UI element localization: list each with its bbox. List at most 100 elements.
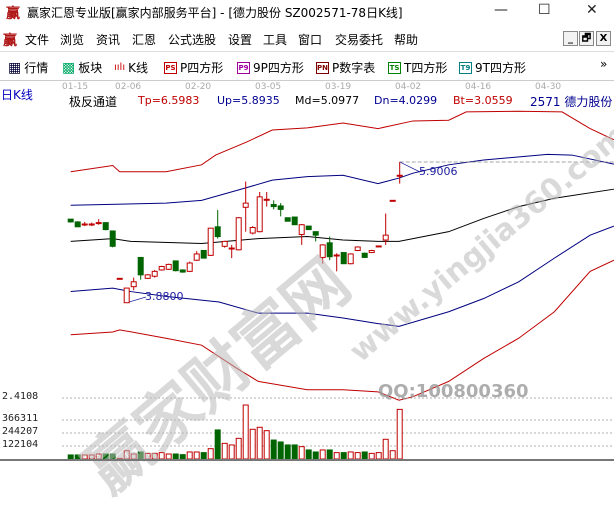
candle-body xyxy=(340,252,347,265)
menu-window[interactable]: 窗口 xyxy=(298,33,323,47)
volume-bar xyxy=(354,452,361,460)
toolbar-9p-square[interactable]: P9 9P四方形 xyxy=(237,59,304,76)
menu-help[interactable]: 帮助 xyxy=(394,33,419,47)
candle-body xyxy=(242,202,249,208)
volume-bar xyxy=(165,453,172,460)
menu-file[interactable]: 文件 xyxy=(25,33,50,47)
candle-body xyxy=(207,227,214,256)
date-tick: 02-06 xyxy=(115,82,142,92)
toolbar-t-square[interactable]: TS T四方形 xyxy=(388,59,447,76)
volume-bar xyxy=(340,452,347,460)
candle-body xyxy=(193,253,200,261)
candle-body xyxy=(326,242,333,258)
candle-body xyxy=(277,205,284,210)
date-tick: 02-20 xyxy=(185,82,212,92)
indicator-name: 极反通道 xyxy=(69,95,118,109)
toolbar-p-square[interactable]: PS P四方形 xyxy=(164,59,223,76)
mdi-close-button[interactable]: X xyxy=(596,31,611,46)
volume-bar xyxy=(284,444,291,460)
menu-settings[interactable]: 设置 xyxy=(228,33,253,47)
close-button[interactable]: ✕ xyxy=(586,2,598,18)
volume-bar xyxy=(375,452,382,460)
volume-bar xyxy=(67,454,74,460)
toolbar-label: K线 xyxy=(128,61,148,75)
menu-trade[interactable]: 交易委托 xyxy=(335,33,384,47)
volume-tick: 122104 xyxy=(2,439,39,450)
band-line-md xyxy=(70,188,614,245)
candle-body xyxy=(200,249,207,259)
date-tick: 01-15 xyxy=(62,82,89,92)
menu-bar: 赢 文件 浏览 资讯 汇恩 公式选股 设置 工具 窗口 交易委托 帮助 _ 🗗 … xyxy=(0,26,614,52)
candle-body xyxy=(144,274,151,279)
menu-browse[interactable]: 浏览 xyxy=(60,33,85,47)
tp-value: Tp=6.5983 xyxy=(138,94,200,107)
candle-body xyxy=(165,263,172,270)
candle-body xyxy=(347,253,354,265)
candle-body xyxy=(312,231,319,236)
volume-bar xyxy=(347,451,354,460)
high-price-label: 5.9006 xyxy=(419,165,458,178)
low-price-label: 3.8800 xyxy=(145,290,184,303)
volume-bar xyxy=(382,438,389,460)
volume-tick: 2.4108 xyxy=(2,391,39,402)
t9-icon: T9 xyxy=(459,61,472,74)
toolbar-sectors[interactable]: ▩ 板块 xyxy=(62,59,102,76)
menu-formula[interactable]: 公式选股 xyxy=(168,33,217,47)
volume-bar xyxy=(172,453,179,460)
candle-body xyxy=(319,244,326,258)
volume-bar xyxy=(186,451,193,460)
volume-bar xyxy=(298,446,305,460)
volume-bar xyxy=(179,454,186,460)
toolbar-label: P数字表 xyxy=(332,61,376,75)
band-line-dn xyxy=(70,225,614,327)
menu-huien[interactable]: 汇恩 xyxy=(132,33,157,47)
volume-bar xyxy=(396,408,403,460)
candle-body xyxy=(375,245,382,248)
menu-tools[interactable]: 工具 xyxy=(263,33,288,47)
grid-table-icon: ▦ xyxy=(8,59,22,76)
volume-bar xyxy=(88,454,95,460)
toolbar-quotes[interactable]: ▦ 行情 xyxy=(8,59,48,76)
volume-bar xyxy=(81,454,88,460)
candle-body xyxy=(333,254,340,257)
candle-body xyxy=(67,218,74,223)
volume-bar xyxy=(200,452,207,460)
candle-body xyxy=(109,230,116,247)
kline-chart[interactable] xyxy=(0,0,614,461)
volume-bar xyxy=(389,450,396,460)
volume-bar xyxy=(193,451,200,460)
mdi-minimize-button[interactable]: _ xyxy=(563,31,578,46)
candle-body xyxy=(389,199,396,202)
minimize-button[interactable]: — xyxy=(494,2,508,18)
maximize-button[interactable]: ☐ xyxy=(538,2,551,18)
candle-body xyxy=(221,240,228,247)
candle-body xyxy=(116,277,123,280)
candle-body xyxy=(81,223,88,226)
dn-value: Dn=4.0299 xyxy=(374,94,438,107)
candle-body xyxy=(228,247,235,250)
volume-bar xyxy=(249,428,256,460)
toolbar: ▦ 行情 ▩ 板块 ıılı K线 PS P四方形 P9 9P四方形 PN P数字表 TS T… xyxy=(0,53,614,81)
band-line-tp xyxy=(70,110,614,173)
volume-bar xyxy=(235,437,242,460)
volume-bar xyxy=(221,442,228,460)
candle-body xyxy=(354,246,361,251)
status-bar xyxy=(0,459,614,461)
band-line-up xyxy=(70,153,614,206)
volume-bar xyxy=(291,444,298,460)
candle-body xyxy=(123,287,130,304)
menu-news[interactable]: 资讯 xyxy=(96,33,121,47)
candle-body xyxy=(396,174,403,177)
volume-bar xyxy=(207,448,214,460)
candle-body xyxy=(235,217,242,251)
toolbar-9t-square[interactable]: T9 9T四方形 xyxy=(459,59,526,76)
ts-icon: TS xyxy=(388,61,401,74)
candle-body xyxy=(172,260,179,272)
mdi-restore-button[interactable]: 🗗 xyxy=(579,31,594,46)
toolbar-kline[interactable]: ıılı K线 xyxy=(114,59,148,76)
app-logo: 赢 xyxy=(6,6,20,22)
band-line-bt xyxy=(70,259,614,401)
toolbar-more-button[interactable]: » xyxy=(600,57,608,71)
toolbar-label: P四方形 xyxy=(180,61,224,75)
toolbar-p-numbers[interactable]: PN P数字表 xyxy=(316,59,375,76)
